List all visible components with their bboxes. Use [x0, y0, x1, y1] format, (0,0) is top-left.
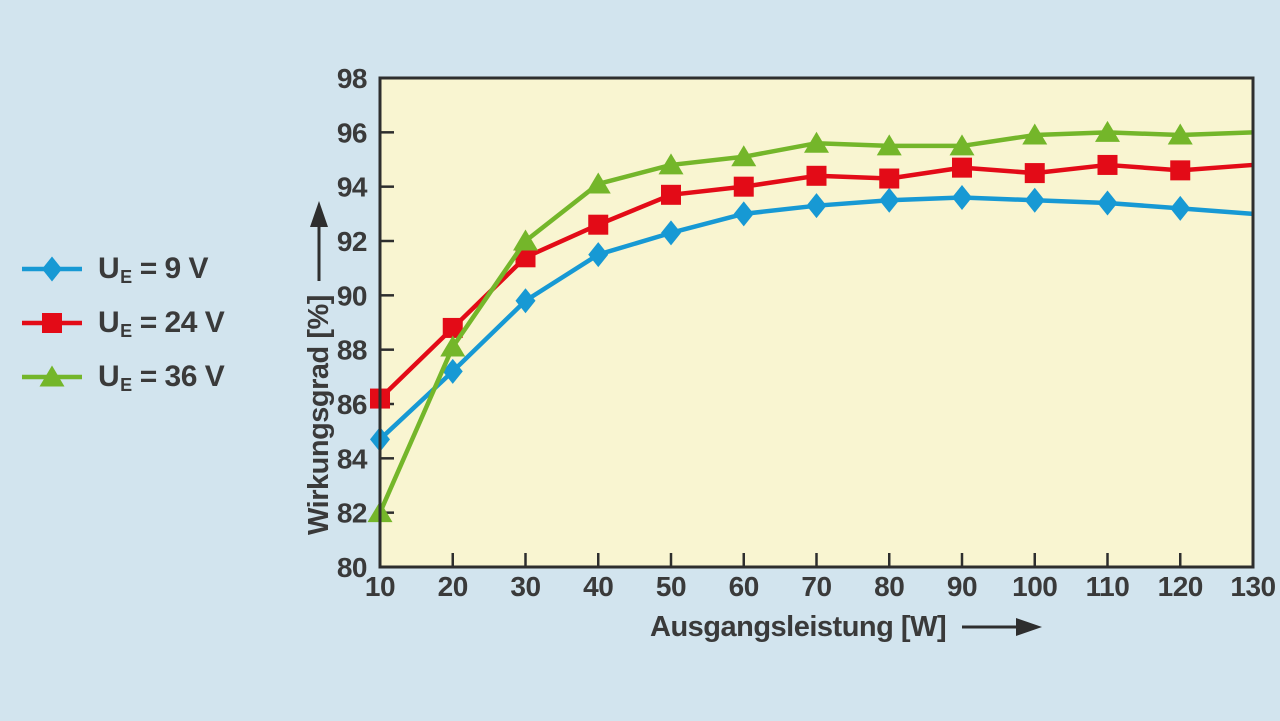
legend-item-ue-24v: UE = 24 V [20, 296, 225, 350]
data-point-marker [1170, 195, 1191, 221]
x-axis-arrow-icon [962, 618, 1043, 636]
data-point-marker [731, 145, 757, 167]
legend-marker-diamond-icon [22, 256, 82, 282]
y-tick-label: 82 [337, 498, 367, 529]
data-point-marker [733, 201, 754, 227]
data-point-marker [440, 335, 466, 357]
data-point-marker [876, 134, 902, 156]
y-tick-label: 80 [337, 552, 367, 583]
legend-label: UE = 9 V [98, 252, 209, 288]
y-tick-label: 92 [337, 226, 367, 257]
data-point-marker [1097, 154, 1118, 175]
data-point-marker [661, 220, 681, 246]
legend-marker [42, 256, 62, 282]
x-tick-label: 30 [510, 571, 540, 602]
data-point-marker [806, 165, 827, 186]
data-point-marker [952, 185, 972, 211]
y-tick-label: 88 [337, 335, 367, 366]
y-tick-label: 94 [337, 172, 368, 203]
y-tick-label: 86 [337, 389, 367, 420]
x-tick-label: 50 [656, 571, 686, 602]
chart: 10 20 30 40 50 60 70 80 90 100 110 120 130 80 82 84 86 88… [337, 63, 1276, 602]
data-point-marker [879, 187, 900, 213]
y-tick-label: 98 [337, 63, 367, 94]
x-axis-title: Ausgangsleistung [W] [650, 610, 1043, 644]
y-axis-title-text: Wirkungsgrad [%] [302, 295, 335, 535]
data-point-marker [1167, 123, 1193, 145]
x-tick-label: 90 [947, 571, 977, 602]
x-tick-label: 10 [365, 571, 395, 602]
legend-item-ue-36v: UE = 36 V [20, 350, 225, 404]
x-tick-label: 40 [583, 571, 613, 602]
y-axis-title: Wirkungsgrad [%] [302, 188, 336, 548]
chart-legend: UE = 9 V UE = 24 V UE = 36 V [20, 242, 225, 404]
legend-marker-square-icon [22, 313, 82, 333]
data-point-marker [515, 247, 536, 268]
chart-svg: 10 20 30 40 50 60 70 80 90 100 110 120 130 80 82 84 86 88… [337, 63, 1276, 602]
y-tick-label: 96 [337, 117, 367, 148]
data-point-marker [879, 168, 900, 189]
x-tick-label: 120 [1158, 571, 1203, 602]
data-point-marker [658, 153, 684, 175]
data-point-marker [804, 131, 829, 153]
legend-label: UE = 36 V [98, 360, 225, 396]
data-point-marker [661, 184, 681, 205]
x-tick-label: 80 [874, 571, 904, 602]
data-point-marker [585, 172, 611, 194]
y-tick-label: 90 [337, 280, 367, 311]
x-tick-label: 60 [729, 571, 759, 602]
x-axis-title-text: Ausgangsleistung [W] [650, 610, 947, 643]
data-point-marker [515, 288, 536, 314]
data-point-marker [1024, 163, 1045, 184]
data-point-marker [952, 157, 972, 178]
x-tick-label: 110 [1086, 571, 1130, 602]
data-point-marker [1170, 160, 1191, 181]
x-tick-label: 130 [1230, 571, 1275, 602]
x-tick-label: 20 [438, 571, 468, 602]
data-point-marker [1095, 120, 1120, 142]
data-point-marker [1024, 187, 1045, 213]
data-point-marker [442, 317, 463, 338]
data-point-marker [1022, 123, 1048, 145]
legend-label: UE = 24 V [98, 306, 225, 342]
legend-marker [42, 313, 62, 333]
y-tick-label: 84 [337, 443, 368, 474]
data-point-marker [733, 176, 754, 197]
x-tick-label: 100 [1012, 571, 1057, 602]
legend-marker-triangle-icon [22, 365, 82, 387]
x-tick-label: 70 [801, 571, 831, 602]
plot-border [378, 76, 1255, 569]
data-point-marker [588, 214, 609, 235]
data-point-marker [588, 242, 609, 268]
data-point-marker [513, 229, 538, 251]
data-point-marker [806, 193, 827, 219]
legend-marker [39, 365, 65, 387]
legend-item-ue-9v: UE = 9 V [20, 242, 224, 296]
data-point-marker [442, 358, 463, 384]
data-point-marker [1097, 190, 1118, 216]
y-axis-arrow-icon [310, 201, 328, 282]
data-point-marker [949, 134, 975, 156]
